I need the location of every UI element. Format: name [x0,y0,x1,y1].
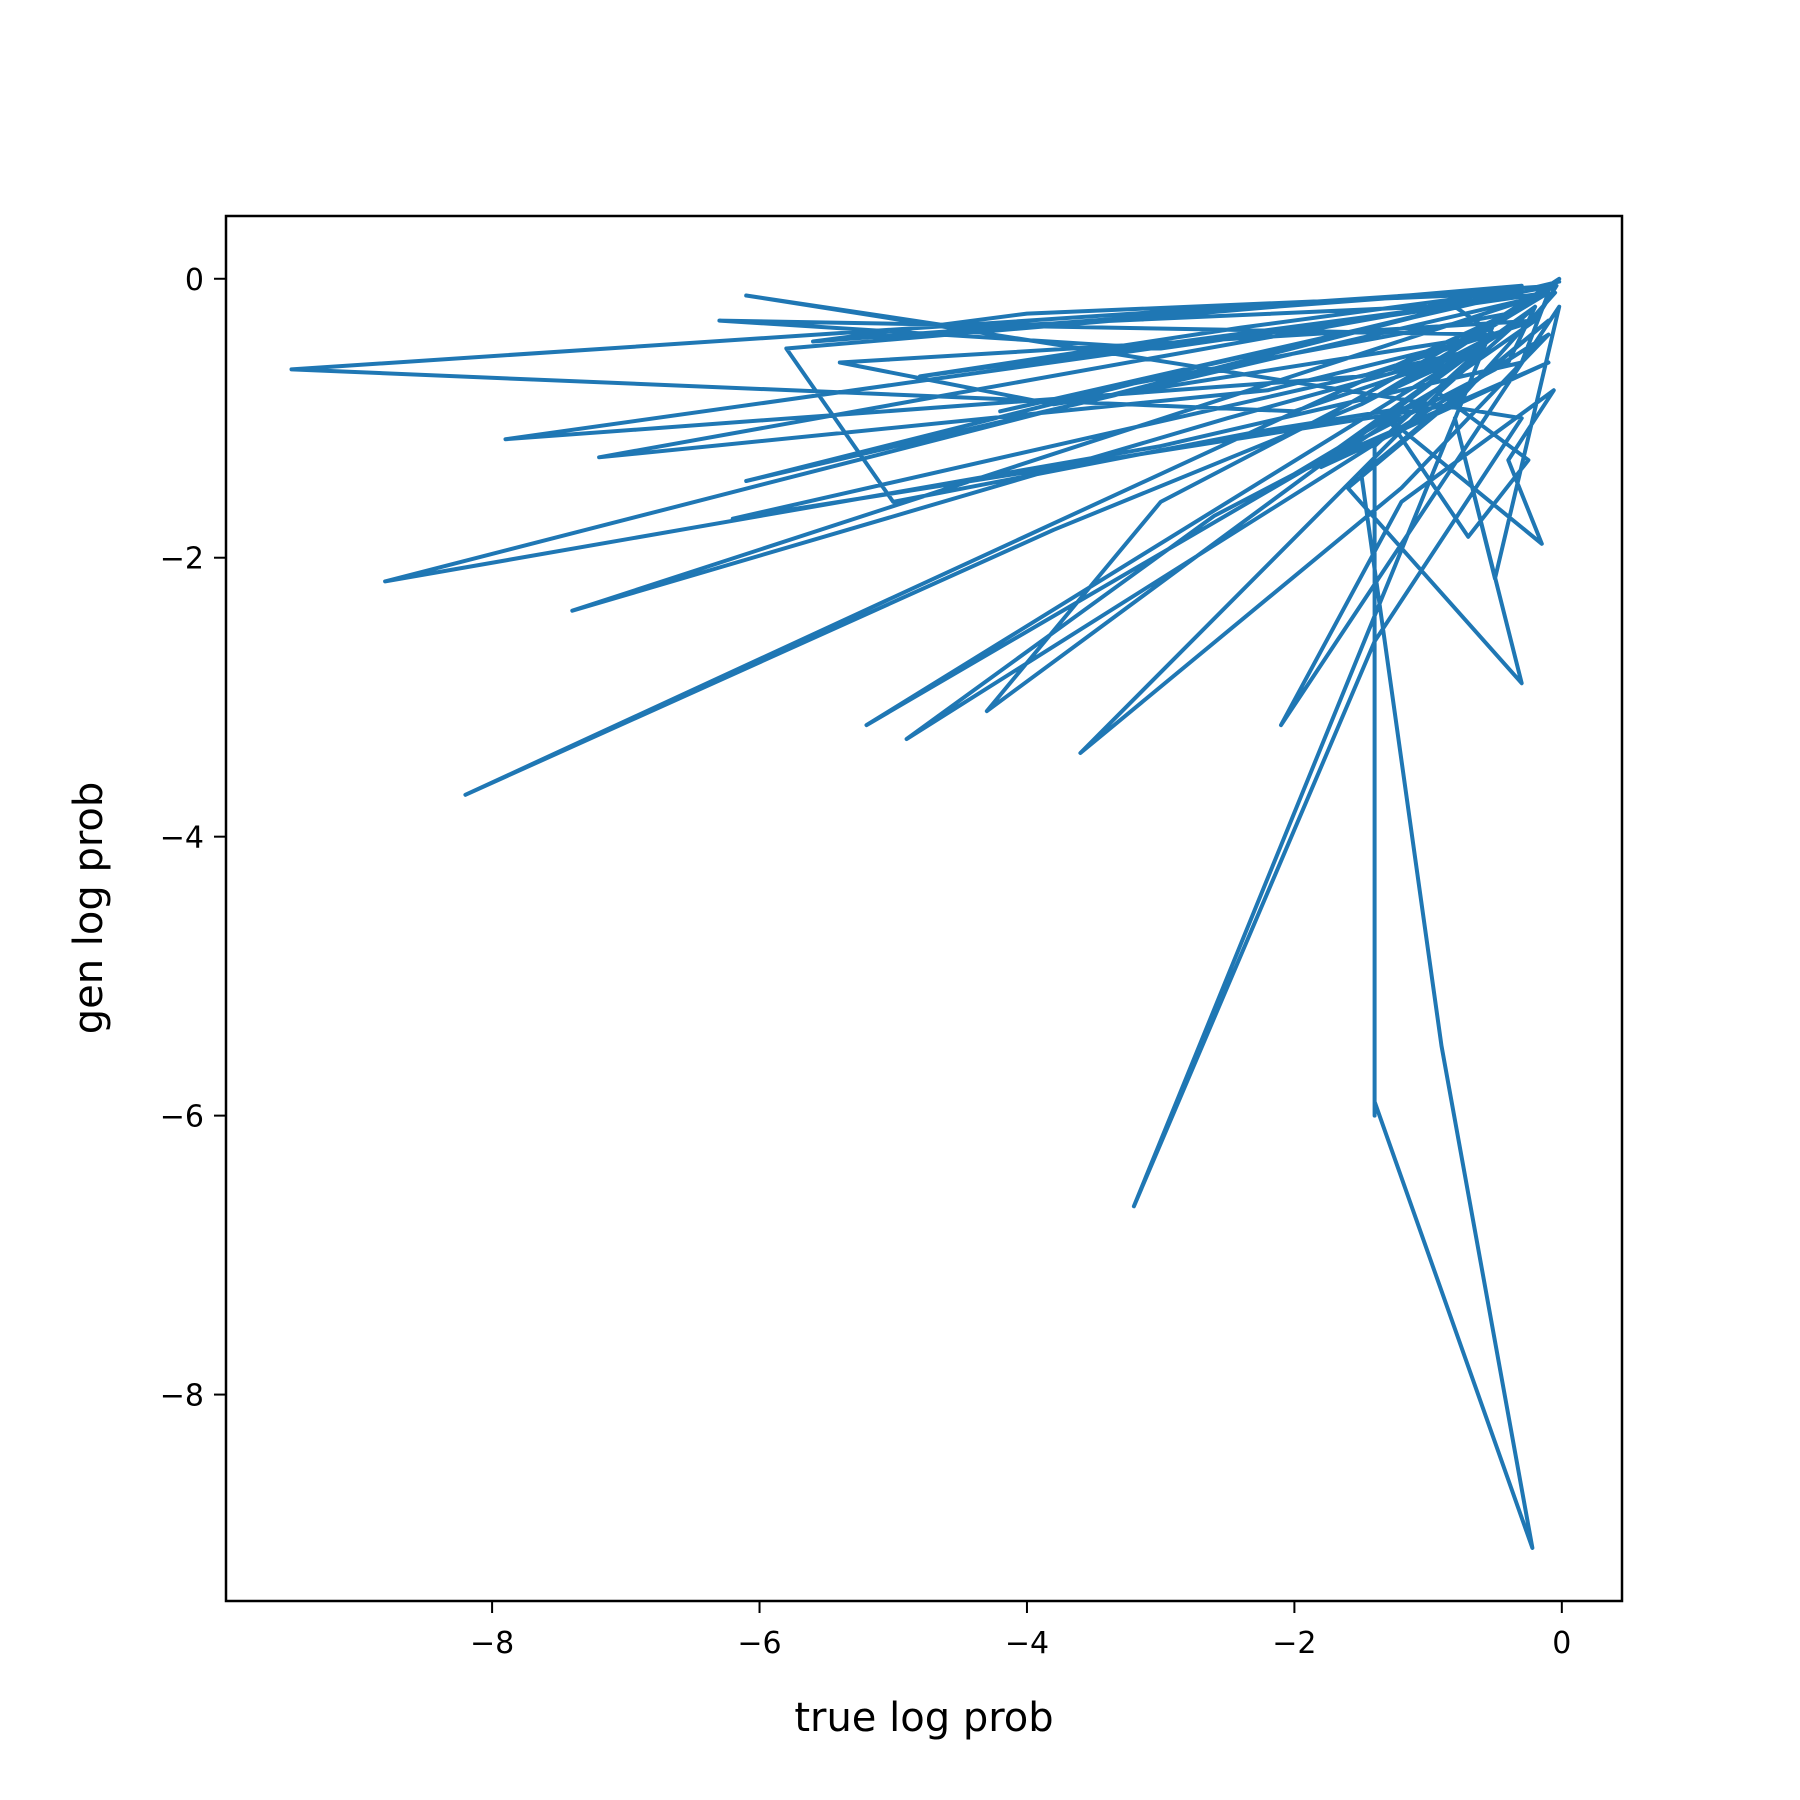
x-tick-label: −8 [470,1626,514,1661]
series-line-0 [289,276,1562,1550]
x-tick-label: 0 [1552,1626,1571,1661]
x-tick-label: −4 [1005,1626,1049,1661]
axes-frame [224,214,1624,1603]
y-tick-label: −4 [160,821,204,856]
x-axis-label: true log prob [794,1695,1053,1741]
y-tick-label: −8 [160,1379,204,1414]
y-axis-ticks: 0 −2 −4 −6 −8 [160,263,226,1414]
y-tick-label: 0 [185,263,204,298]
x-tick-label: −2 [1272,1626,1316,1661]
y-axis-label: gen log prob [66,782,112,1035]
y-tick-label: −6 [160,1100,204,1135]
x-axis-ticks: −8 −6 −4 −2 0 [470,1601,1571,1661]
plot-lines [289,276,1562,1550]
y-tick-label: −2 [160,542,204,577]
x-tick-label: −6 [737,1626,781,1661]
